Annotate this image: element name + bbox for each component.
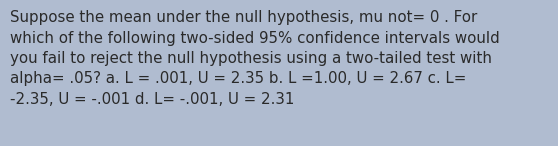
- Text: Suppose the mean under the null hypothesis, mu not= 0 . For
which of the followi: Suppose the mean under the null hypothes…: [10, 10, 500, 107]
